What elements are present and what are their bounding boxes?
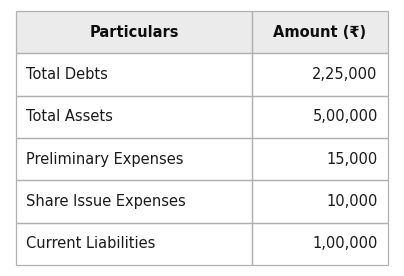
- Text: 2,25,000: 2,25,000: [312, 67, 378, 82]
- Text: 15,000: 15,000: [326, 152, 378, 167]
- Bar: [16, 180, 252, 223]
- Bar: [16, 138, 252, 180]
- Text: 1,00,000: 1,00,000: [312, 236, 378, 251]
- Bar: [16, 11, 252, 53]
- Text: Preliminary Expenses: Preliminary Expenses: [26, 152, 184, 167]
- Text: 10,000: 10,000: [326, 194, 378, 209]
- Bar: [16, 223, 252, 265]
- Bar: [252, 180, 388, 223]
- Text: Total Debts: Total Debts: [26, 67, 108, 82]
- Text: Share Issue Expenses: Share Issue Expenses: [26, 194, 186, 209]
- Bar: [252, 53, 388, 96]
- Bar: [252, 138, 388, 180]
- Text: Particulars: Particulars: [89, 25, 179, 40]
- Text: Current Liabilities: Current Liabilities: [26, 236, 156, 251]
- Text: Amount (₹): Amount (₹): [274, 25, 366, 40]
- Text: 5,00,000: 5,00,000: [312, 109, 378, 124]
- Bar: [252, 11, 388, 53]
- Bar: [252, 96, 388, 138]
- Bar: [16, 96, 252, 138]
- Bar: [252, 223, 388, 265]
- Bar: [16, 53, 252, 96]
- Text: Total Assets: Total Assets: [26, 109, 113, 124]
